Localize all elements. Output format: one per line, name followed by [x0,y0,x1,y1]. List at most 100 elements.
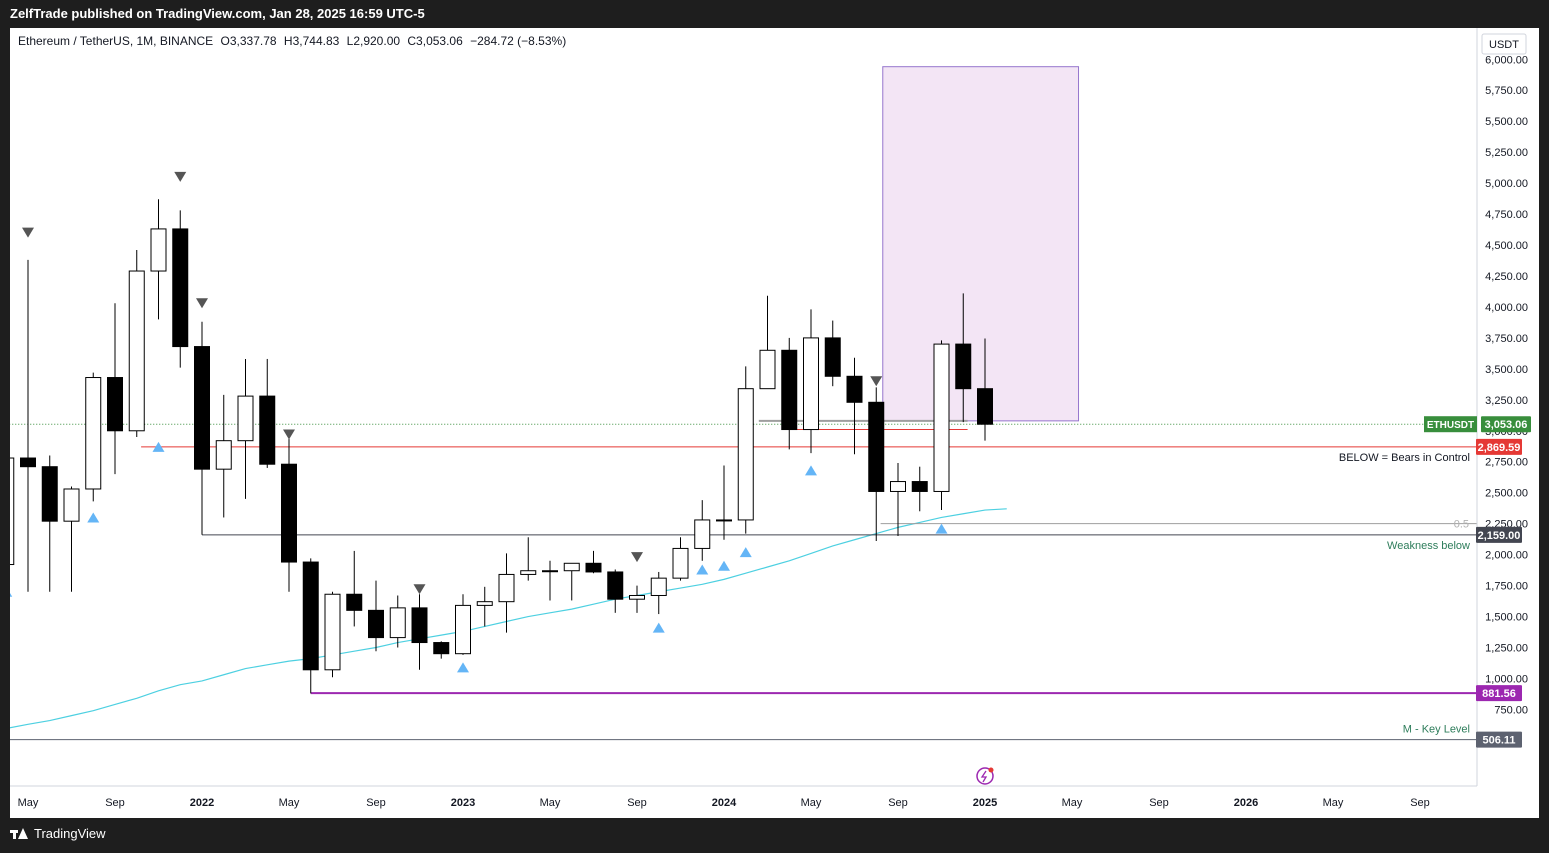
candle [281,434,297,592]
candle [10,457,15,566]
price-badge-text: 881.56 [1482,688,1516,700]
candle-body-up [520,570,537,575]
price-chart[interactable]: BELOW = Bears in Control Weakness below 0.… [10,28,1539,818]
time-tick-label: Sep [1410,797,1430,809]
time-tick-label: 2023 [451,797,475,809]
candle [476,586,493,627]
tradingview-logo-icon [10,827,28,840]
time-tick-label: May [1062,797,1083,809]
key-level-label: M - Key Level [1403,724,1470,736]
candle-body-up [933,343,950,492]
price-tick-label: 5,750.00 [1485,85,1528,97]
candle-body-down [259,395,276,465]
candle [629,585,645,613]
price-tick-label: 5,500.00 [1485,116,1528,128]
replay-badge-icon [988,767,994,773]
time-tick-label: May [279,797,300,809]
buy-signal-marker [696,564,709,575]
candle-body-down [107,377,123,432]
candle-body-down [346,593,363,611]
candle [933,340,950,511]
candle [368,580,384,652]
candle [585,550,602,574]
price-tick-label: 1,750.00 [1485,581,1528,593]
time-tick-label: 2026 [1234,797,1258,809]
time-tick-label: Sep [366,797,386,809]
price-badge-bears [1476,438,1522,455]
price-tick-label: 1,000.00 [1485,673,1528,685]
legend-change: −284.72 (−8.53%) [470,34,567,48]
candle-body-down [977,388,993,425]
candle-body-up [455,604,471,655]
candle [737,366,754,534]
legend-open: O3,337.78 [220,34,277,48]
buy-signal-marker [87,512,100,523]
buy-signal-marker [805,465,817,476]
candle-body-up [563,562,580,572]
candle-body-down [41,466,58,522]
candle [911,466,928,512]
candle [846,357,863,455]
candle-body-down [194,346,210,470]
sell-signal-marker [870,376,883,387]
candle [607,569,624,613]
candle-body-up [389,607,406,639]
candle [563,562,580,601]
bears-control-label: BELOW = Bears in Control [1339,452,1470,464]
candle-body-up [85,377,102,490]
currency-box [1481,33,1527,55]
buy-signal-marker [652,622,665,633]
candle-body-up [650,577,667,596]
fib-level-label: 0.5 [1454,519,1469,531]
publisher-header: ZelfTrade published on TradingView.com, … [10,6,425,21]
legend-high: H3,744.83 [283,34,340,48]
time-tick-label: 2024 [712,797,737,809]
brand-name: TradingView [34,826,106,841]
candle [955,293,972,423]
candle-body-down [302,561,319,671]
time-tick-label: May [18,797,39,809]
price-badge-m-key [1476,731,1522,748]
time-tick-label: May [540,797,561,809]
time-tick-label: 2022 [190,797,214,809]
candle [694,500,711,561]
candle-body-up [629,594,645,600]
price-badge-weakness [1476,526,1522,543]
candle-body-up [237,395,254,442]
candle [128,249,145,437]
candle-body-up [803,337,819,431]
candle [520,537,537,581]
buy-signal-marker [10,593,13,597]
price-badge-text: 3,053.06 [1485,419,1528,431]
price-tick-label: 5,250.00 [1485,147,1528,159]
candle-body-down [433,642,450,655]
candle [542,560,558,601]
candle [977,338,993,441]
candle [20,259,36,592]
candle-body-up [150,228,167,272]
candle-body-up [737,388,754,521]
buy-signal-marker [739,547,752,558]
candle-body-up [498,573,515,603]
sell-signal-marker [283,429,295,440]
candle-body-down [281,463,297,563]
buy-signal-marker [457,662,469,673]
candle [107,303,123,475]
sell-signal-marker [413,584,426,595]
candle-body-down [911,481,928,492]
weakness-label: Weakness below [1387,540,1470,552]
price-tick-label: 4,250.00 [1485,271,1528,283]
candle-body-up [10,457,15,566]
chart-frame[interactable]: BELOW = Bears in Control Weakness below 0.… [10,28,1539,818]
candle [433,641,450,659]
target-zone-box [882,66,1080,422]
price-badge-key [1476,685,1522,702]
candle-body-down [172,228,189,348]
legend-close: C3,053.06 [407,34,463,48]
candle [716,465,732,540]
price-tick-label: 2,000.00 [1485,550,1528,562]
candle-body-up [694,519,711,549]
candle [803,309,819,454]
candle [389,595,406,648]
sell-signal-marker [631,552,643,563]
